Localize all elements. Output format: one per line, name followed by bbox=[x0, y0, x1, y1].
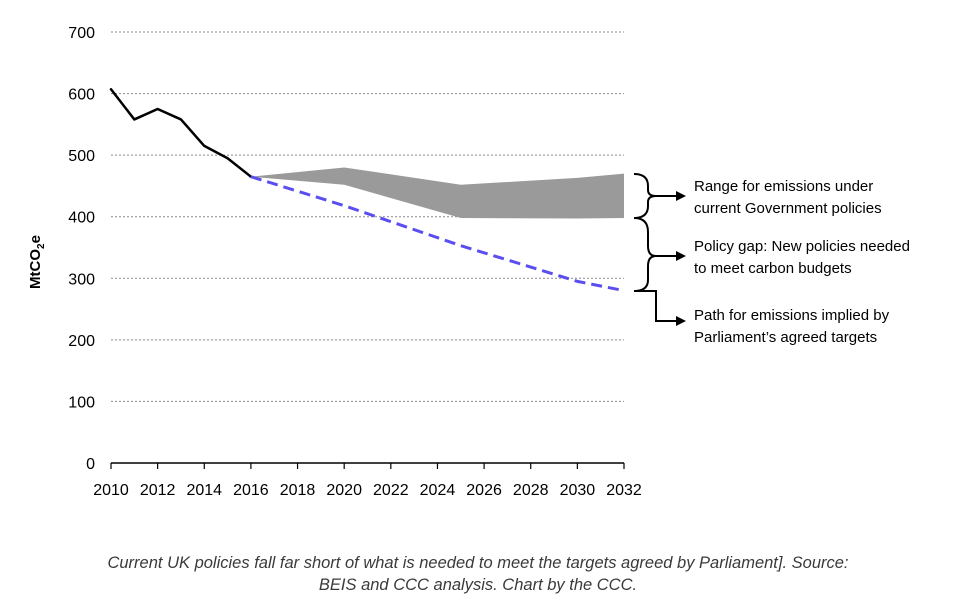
annotations: Range for emissions under current Govern… bbox=[633, 173, 914, 346]
x-tick-label: 2010 bbox=[93, 482, 129, 499]
caption-line-1: Current UK policies fall far short of wh… bbox=[107, 554, 849, 572]
y-tick-label: 300 bbox=[68, 271, 95, 288]
range-arrowhead bbox=[676, 191, 686, 201]
y-tick-label: 100 bbox=[68, 394, 95, 411]
y-tick-label: 400 bbox=[68, 210, 95, 227]
gap-annotation: Policy gap: New policies needed to meet … bbox=[694, 238, 914, 277]
y-axis-label: MtCO2e bbox=[27, 235, 47, 289]
range-bracket bbox=[633, 173, 657, 219]
x-tick-label: 2018 bbox=[280, 482, 316, 499]
x-tick-label: 2028 bbox=[513, 482, 549, 499]
y-tick-label: 500 bbox=[68, 148, 95, 165]
chart-caption: Current UK policies fall far short of wh… bbox=[0, 552, 956, 596]
historical-emissions-line bbox=[109, 88, 253, 178]
y-tick-label: 700 bbox=[68, 25, 95, 42]
x-tick-label: 2030 bbox=[560, 482, 596, 499]
x-tick-label: 2012 bbox=[140, 482, 176, 499]
y-tick-label: 600 bbox=[68, 87, 95, 104]
x-tick-label: 2026 bbox=[466, 482, 502, 499]
path-annotation: Path for emissions implied by Parliament… bbox=[694, 307, 893, 346]
x-tick-label: 2022 bbox=[373, 482, 409, 499]
policy-range-band bbox=[250, 167, 624, 219]
emissions-chart: 0 100 200 300 400 500 600 700 2010 2012 2014 2016 20… bbox=[27, 25, 914, 499]
y-tick-label: 200 bbox=[68, 333, 95, 350]
x-tick-label: 2024 bbox=[420, 482, 456, 499]
policy-range-area bbox=[250, 167, 624, 219]
path-arrowhead bbox=[676, 316, 686, 326]
gap-arrowhead bbox=[676, 251, 686, 261]
gap-bracket bbox=[633, 217, 657, 292]
x-tick-label: 2020 bbox=[326, 482, 362, 499]
range-annotation: Range for emissions under current Govern… bbox=[694, 178, 882, 217]
x-tick-label: 2014 bbox=[186, 482, 222, 499]
y-tick-label: 0 bbox=[86, 456, 95, 473]
path-connector bbox=[634, 290, 676, 322]
target-path-line bbox=[250, 175, 625, 293]
series-lines bbox=[109, 88, 625, 293]
caption-line-2: BEIS and CCC analysis. Chart by the CCC. bbox=[318, 576, 638, 594]
gridlines bbox=[111, 31, 624, 402]
x-tick-label: 2032 bbox=[606, 482, 642, 499]
x-tick-label: 2016 bbox=[233, 482, 269, 499]
tick-labels: 0 100 200 300 400 500 600 700 2010 2012 2014 2016 20… bbox=[68, 25, 642, 499]
